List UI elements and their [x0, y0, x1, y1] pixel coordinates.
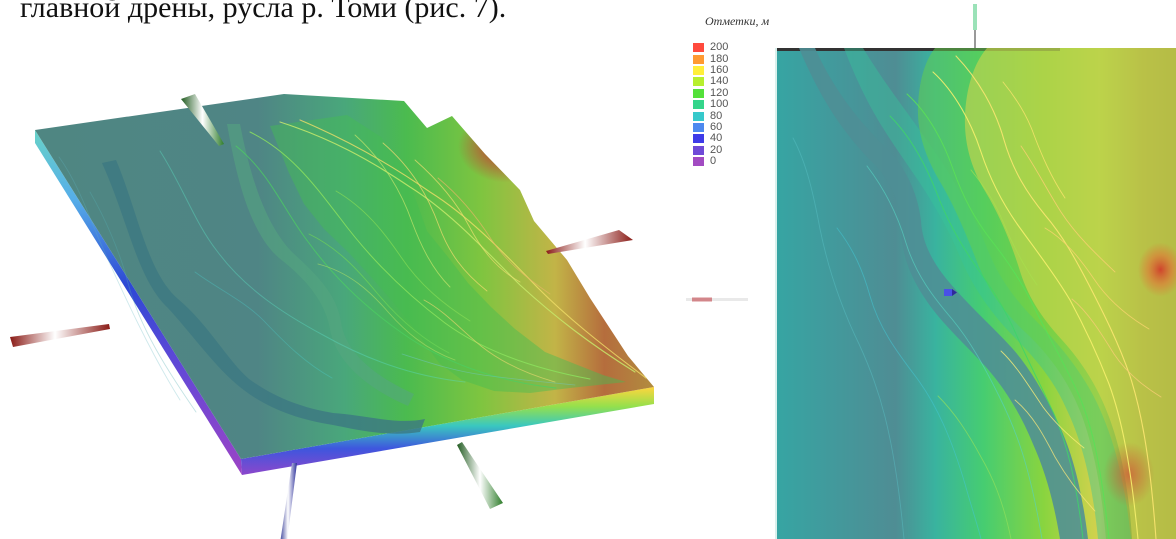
elevation-map-panel [775, 48, 1176, 539]
legend-swatch [693, 65, 704, 75]
peak-zone-2 [995, 308, 1176, 539]
legend-label: 40 [710, 132, 723, 145]
map-left-border [775, 48, 777, 539]
legend-swatch [693, 54, 704, 64]
legend-label: 0 [710, 155, 717, 168]
3d-terrain-figure [0, 42, 660, 539]
legend-label: 20 [710, 143, 723, 156]
legend-item: 160 [693, 63, 729, 76]
legend-item: 100 [693, 99, 728, 110]
legend-swatch [693, 88, 704, 98]
legend-label: 180 [710, 52, 729, 65]
west-marker-3d [10, 324, 110, 347]
north-marker-3d [181, 94, 224, 146]
legend-label: 100 [710, 98, 729, 111]
legend-item: 140 [693, 76, 728, 87]
legend-label: 200 [710, 41, 729, 54]
green-terrace [270, 115, 626, 393]
elevation-map [775, 48, 1176, 539]
legend-label: 140 [710, 75, 729, 88]
caption-text: главной дрены, русла р. Томи (рис. 7). [20, 0, 506, 26]
legend-swatch [693, 122, 704, 132]
terrain-contours [58, 119, 647, 413]
east-marker-3d [546, 230, 633, 254]
river-channel-map [799, 48, 1088, 539]
legend-list: 200 180 160 140 120 100 80 60 [693, 42, 728, 167]
legend-item: 180 [693, 53, 728, 64]
legend-panel: Отметки, м 200 180 160 140 120 100 80 [683, 14, 793, 224]
map-contours [792, 55, 1162, 539]
legend-label: 80 [710, 109, 723, 122]
legend-swatch [693, 157, 704, 167]
map-top-border [775, 48, 1060, 51]
legend-item: 80 [693, 110, 728, 121]
legend-item: 0 [693, 156, 728, 167]
floodplain-band [227, 124, 414, 406]
legend-label: 120 [710, 86, 729, 99]
west-marker-flat [686, 297, 748, 302]
down-marker-3d [280, 463, 297, 539]
legend-swatch [693, 77, 704, 87]
legend-swatch [693, 134, 704, 144]
caption-line: главной дрены, русла р. Томи (рис. 7). [20, 0, 507, 24]
terrain-peak-zone [330, 101, 567, 282]
legend-item: 120 [693, 86, 729, 99]
south-marker-3d [457, 442, 503, 509]
terrain-base-left-side [35, 130, 242, 475]
legend-label: 60 [710, 120, 723, 133]
terrain-base-front-side [241, 387, 654, 475]
floodplain-map [844, 48, 1131, 539]
legend-swatch [693, 145, 704, 155]
map-marker-center [944, 289, 957, 296]
legend-title: Отметки, м [705, 14, 770, 28]
legend-item: 60 [693, 120, 728, 133]
legend-label: 160 [710, 63, 729, 76]
legend-item: 200 [693, 42, 728, 53]
legend-swatch [693, 100, 704, 110]
legend-item: 40 [693, 133, 728, 144]
legend-item: 20 [693, 143, 728, 156]
legend-swatch [693, 43, 704, 53]
legend-swatch [693, 111, 704, 121]
north-marker-flat [973, 4, 977, 58]
3d-terrain-view [10, 94, 654, 539]
river-bed [102, 160, 425, 434]
